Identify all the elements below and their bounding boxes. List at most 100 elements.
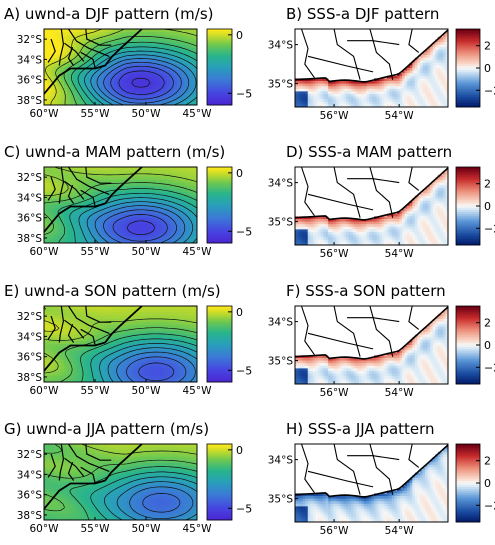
wind-cell — [193, 186, 198, 190]
sss-cell — [442, 185, 446, 189]
sss-cell — [297, 73, 301, 77]
sss-cell — [414, 96, 418, 100]
sss-cell — [343, 177, 347, 181]
sss-cell — [317, 83, 321, 87]
sss-cell — [305, 60, 309, 64]
wind-cell — [100, 176, 105, 181]
wind-cell — [70, 70, 75, 74]
wind-cell — [83, 214, 88, 219]
contour-line — [77, 46, 198, 106]
sss-cell — [307, 167, 311, 170]
sss-cell — [440, 187, 444, 191]
wind-cell — [183, 195, 188, 200]
sss-cell — [427, 101, 431, 105]
sss-cell — [384, 34, 388, 38]
wind-cell — [160, 44, 165, 49]
sss-cell — [307, 73, 311, 77]
panel-a: A) uwnd-a DJF pattern (m/s)60°W 55°W 50°W 4… — [4, 5, 252, 120]
wind-cell — [103, 73, 108, 77]
wind-cell — [153, 44, 158, 49]
wind-cell — [153, 224, 158, 228]
wind-cell — [193, 236, 198, 241]
sss-cell — [442, 39, 446, 43]
sss-cell — [348, 88, 352, 92]
sss-cell — [315, 96, 319, 100]
sss-cell — [305, 91, 309, 95]
wind-cell — [187, 70, 191, 74]
sss-cell — [394, 104, 398, 108]
wind-cell — [187, 32, 191, 36]
wind-cell — [60, 67, 65, 71]
wind-cell — [130, 208, 135, 212]
sss-cell — [409, 73, 413, 77]
sss-cell — [295, 86, 298, 90]
colorbar-cell — [456, 71, 480, 75]
sss-cell — [394, 36, 398, 40]
sss-cell — [402, 49, 406, 53]
sss-cell — [302, 182, 306, 186]
colorbar-cell — [207, 220, 232, 223]
sss-cell — [412, 167, 416, 170]
wind-cell — [44, 32, 48, 36]
sss-cell — [307, 65, 311, 69]
wind-cell — [47, 60, 52, 65]
sss-cell — [391, 177, 395, 181]
wind-cell — [177, 67, 181, 71]
sss-cell — [361, 57, 365, 61]
wind-cell — [63, 44, 68, 49]
wind-cell — [90, 98, 95, 103]
wind-cell — [117, 89, 121, 93]
wind-cell — [177, 44, 181, 49]
sss-cell — [317, 55, 321, 58]
sss-cell — [417, 182, 421, 186]
sss-cell — [409, 39, 413, 43]
sss-cell — [302, 73, 306, 77]
sss-cell — [435, 68, 439, 71]
sss-cell — [302, 101, 306, 105]
wind-cell — [103, 38, 108, 43]
sss-cell — [442, 75, 446, 79]
wind-cell — [97, 60, 101, 65]
sss-cell — [353, 96, 357, 100]
wind-cell — [57, 189, 62, 193]
wind-cell — [147, 44, 151, 49]
sss-cell — [353, 167, 357, 170]
wind-cell — [93, 227, 98, 231]
sss-cell — [442, 44, 446, 48]
sss-cell — [397, 47, 400, 51]
sss-cell — [307, 42, 311, 45]
sss-cell — [295, 99, 298, 103]
wind-cell — [120, 220, 125, 225]
colorbar-cell — [207, 203, 232, 206]
sss-cell — [402, 193, 406, 196]
colorbar-cell — [456, 29, 480, 32]
sss-cell — [307, 185, 311, 189]
sss-cell — [330, 62, 334, 66]
sss-cell — [295, 31, 298, 35]
sss-cell — [371, 73, 375, 77]
sss-cell — [427, 81, 431, 84]
sss-cell — [381, 73, 385, 77]
wind-cell — [163, 233, 168, 238]
sss-cell — [310, 83, 314, 87]
wind-cell — [150, 92, 155, 96]
sss-cell — [402, 31, 406, 35]
wind-cell — [50, 35, 55, 39]
wind-cell — [123, 76, 128, 81]
sss-cell — [368, 185, 372, 189]
sss-cell — [330, 169, 334, 173]
sss-cell — [409, 185, 413, 189]
sss-cell — [338, 91, 342, 95]
sss-cell — [432, 94, 436, 97]
sss-cell — [366, 193, 370, 196]
wind-cell — [53, 63, 58, 68]
sss-cell — [346, 167, 349, 170]
sss-cell — [320, 60, 324, 64]
sss-cell — [432, 88, 436, 92]
wind-cell — [130, 86, 135, 90]
wind-cell — [90, 167, 95, 171]
wind-cell — [140, 179, 145, 184]
wind-cell — [57, 38, 62, 43]
wind-cell — [63, 35, 68, 39]
wind-cell — [123, 51, 128, 55]
